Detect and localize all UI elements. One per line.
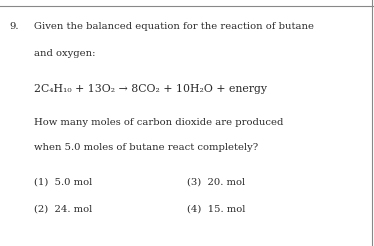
Text: when 5.0 moles of butane react completely?: when 5.0 moles of butane react completel… — [34, 143, 258, 152]
Text: How many moles of carbon dioxide are produced: How many moles of carbon dioxide are pro… — [34, 118, 283, 127]
Text: and oxygen:: and oxygen: — [34, 49, 95, 58]
Text: (2)  24. mol: (2) 24. mol — [34, 204, 92, 213]
Text: 9.: 9. — [9, 22, 19, 31]
Text: Given the balanced equation for the reaction of butane: Given the balanced equation for the reac… — [34, 22, 314, 31]
Text: (3)  20. mol: (3) 20. mol — [187, 177, 245, 186]
Text: (1)  5.0 mol: (1) 5.0 mol — [34, 177, 92, 186]
Text: 2C₄H₁₀ + 13O₂ → 8CO₂ + 10H₂O + energy: 2C₄H₁₀ + 13O₂ → 8CO₂ + 10H₂O + energy — [34, 84, 267, 94]
Text: (4)  15. mol: (4) 15. mol — [187, 204, 245, 213]
